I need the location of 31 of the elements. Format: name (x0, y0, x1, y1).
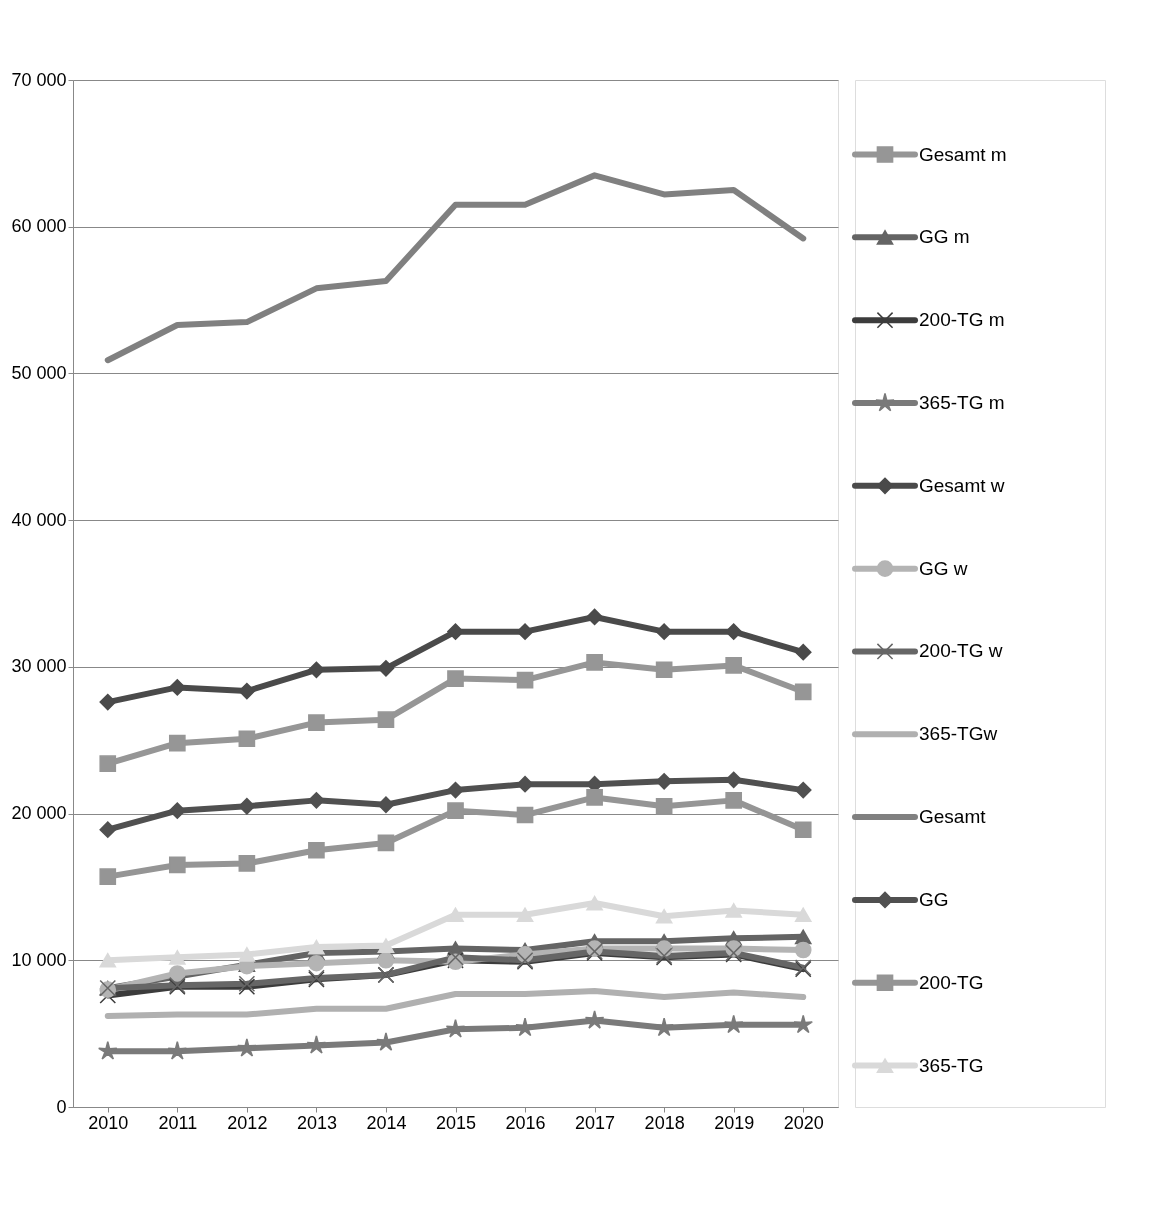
legend-label: 365-TGw (919, 723, 998, 745)
y-tick-label: 20 000 (11, 803, 67, 824)
x-tick-label: 2020 (783, 1112, 824, 1133)
y-tick-label: 40 000 (11, 509, 67, 530)
x-tick-label: 2010 (88, 1112, 129, 1133)
x-tick-label: 2016 (505, 1112, 546, 1133)
x-tick-label: 2019 (714, 1112, 755, 1133)
legend-label: GG (919, 888, 949, 910)
y-tick-label: 0 (56, 1096, 67, 1117)
legend-label: 365-TG m (919, 392, 1005, 414)
legend-label: 365-TG (919, 1054, 984, 1076)
x-tick-label: 2012 (227, 1112, 268, 1133)
y-tick-label: 60 000 (11, 216, 67, 237)
x-tick-label: 2015 (435, 1112, 477, 1133)
x-tick-label: 2011 (158, 1112, 198, 1133)
legend-label: Gesamt w (919, 474, 1005, 496)
x-tick-label: 2018 (644, 1112, 685, 1133)
legend-label: Gesamt (919, 806, 987, 828)
legend-label: 200-TG w (919, 640, 1003, 662)
x-tick-label: 2017 (575, 1112, 616, 1133)
x-tick-label: 2014 (366, 1112, 407, 1133)
legend-label: 200-TG m (919, 309, 1005, 331)
y-tick-label: 50 000 (11, 362, 67, 383)
legend-label: Gesamt m (919, 143, 1007, 165)
legend-label: 200-TG (919, 971, 984, 993)
y-tick-label: 30 000 (11, 656, 67, 677)
y-tick-label: 70 000 (11, 69, 67, 90)
legend-label: GG m (919, 226, 970, 248)
legend-label: GG w (919, 557, 968, 579)
x-tick-label: 2013 (296, 1112, 337, 1133)
y-tick-label: 10 000 (11, 949, 67, 970)
